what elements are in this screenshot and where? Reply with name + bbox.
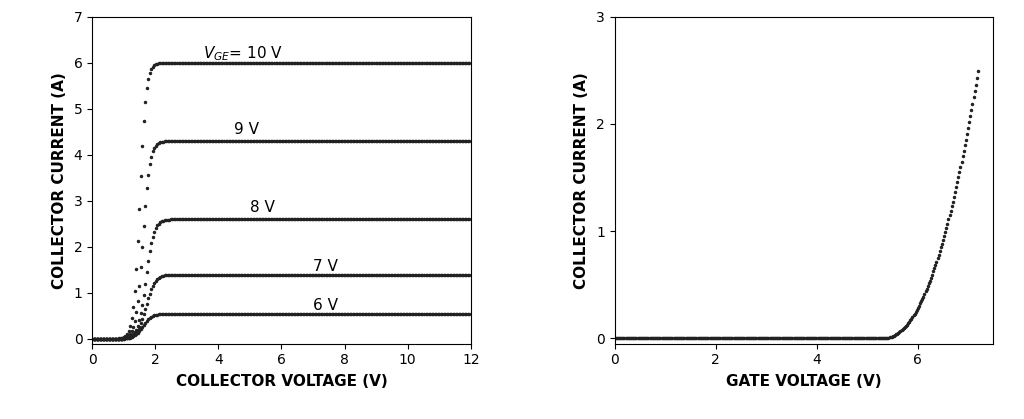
Text: 7 V: 7 V: [313, 259, 338, 274]
Text: 9 V: 9 V: [234, 122, 259, 137]
Y-axis label: COLLECTOR CURRENT (A): COLLECTOR CURRENT (A): [574, 72, 589, 289]
X-axis label: GATE VOLTAGE (V): GATE VOLTAGE (V): [726, 374, 882, 389]
Text: 6 V: 6 V: [313, 298, 338, 313]
Text: 8 V: 8 V: [250, 200, 274, 215]
X-axis label: COLLECTOR VOLTAGE (V): COLLECTOR VOLTAGE (V): [175, 374, 387, 389]
Text: $V_{GE}$= 10 V: $V_{GE}$= 10 V: [203, 44, 283, 63]
Y-axis label: COLLECTOR CURRENT (A): COLLECTOR CURRENT (A): [51, 72, 67, 289]
